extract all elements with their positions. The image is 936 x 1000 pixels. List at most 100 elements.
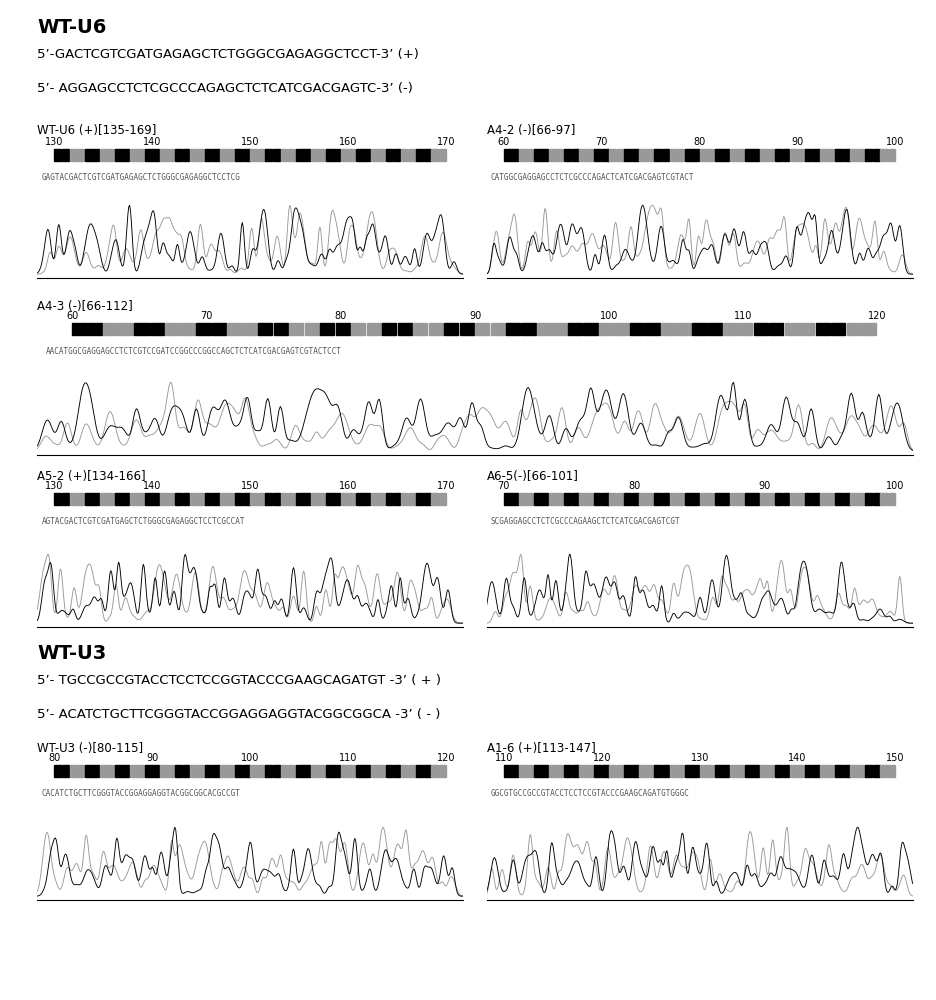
Bar xyxy=(692,493,699,505)
Bar xyxy=(409,493,416,505)
Bar xyxy=(266,493,272,505)
Text: GAGTACGACTCGTCGATGAGAGCTCTGGGCGAGAGGCTCCTCG: GAGTACGACTCGTCGATGAGAGCTCTGGGCGAGAGGCTCC… xyxy=(42,172,241,182)
Bar xyxy=(77,765,84,777)
Bar xyxy=(715,765,722,777)
Bar xyxy=(190,765,197,777)
Bar xyxy=(784,323,799,335)
Bar xyxy=(92,149,99,161)
Text: 100: 100 xyxy=(600,311,619,321)
Bar xyxy=(820,493,827,505)
Bar xyxy=(266,149,272,161)
Bar xyxy=(363,493,371,505)
Bar xyxy=(84,493,92,505)
Bar xyxy=(145,765,152,777)
Bar xyxy=(303,149,310,161)
Bar xyxy=(341,149,348,161)
Bar xyxy=(356,765,363,777)
Bar xyxy=(227,493,235,505)
Bar xyxy=(579,149,586,161)
Bar xyxy=(723,149,729,161)
Text: 5’-GACTCGTCGATGAGAGCTCTGGGCGAGAGGCTCCT-3’ (+): 5’-GACTCGTCGATGAGAGCTCTGGGCGAGAGGCTCCT-3… xyxy=(37,48,419,61)
Text: 170: 170 xyxy=(437,137,456,147)
Bar xyxy=(526,765,534,777)
Bar xyxy=(881,493,887,505)
Bar xyxy=(371,765,378,777)
Bar xyxy=(92,493,99,505)
Bar xyxy=(873,149,880,161)
Bar xyxy=(624,149,631,161)
Bar xyxy=(541,149,548,161)
Bar xyxy=(115,149,122,161)
Bar xyxy=(84,765,92,777)
Bar xyxy=(108,493,114,505)
Bar xyxy=(594,765,601,777)
Bar xyxy=(594,149,601,161)
Bar xyxy=(197,765,205,777)
Bar xyxy=(413,323,428,335)
Bar xyxy=(800,323,814,335)
Bar xyxy=(251,493,257,505)
Bar xyxy=(439,493,446,505)
Bar xyxy=(336,323,350,335)
Bar xyxy=(858,765,865,777)
Bar xyxy=(654,493,662,505)
Bar xyxy=(153,149,159,161)
Bar xyxy=(684,765,692,777)
Bar xyxy=(220,149,227,161)
Bar xyxy=(684,493,692,505)
Bar xyxy=(356,493,363,505)
Bar xyxy=(424,149,431,161)
Bar xyxy=(797,765,805,777)
Bar xyxy=(273,493,280,505)
Bar xyxy=(197,493,205,505)
Bar xyxy=(866,149,872,161)
Bar xyxy=(119,323,133,335)
Bar xyxy=(602,493,608,505)
Bar xyxy=(326,493,332,505)
Bar xyxy=(296,493,302,505)
Bar xyxy=(504,765,511,777)
Bar xyxy=(333,493,340,505)
Bar xyxy=(768,493,774,505)
Bar xyxy=(812,149,820,161)
Bar xyxy=(160,765,167,777)
Bar xyxy=(138,149,144,161)
Bar xyxy=(827,493,835,505)
Bar xyxy=(183,493,189,505)
Bar xyxy=(692,149,699,161)
Text: A5-2 (+)[134-166]: A5-2 (+)[134-166] xyxy=(37,470,146,483)
Bar xyxy=(393,149,401,161)
Bar xyxy=(745,493,752,505)
Bar xyxy=(753,493,759,505)
Bar xyxy=(662,493,669,505)
Bar xyxy=(212,149,220,161)
Bar xyxy=(84,149,92,161)
Bar xyxy=(888,765,895,777)
Bar xyxy=(851,493,857,505)
Bar xyxy=(100,149,107,161)
Bar xyxy=(333,149,340,161)
Bar xyxy=(475,323,490,335)
Bar xyxy=(227,323,241,335)
Text: 130: 130 xyxy=(691,753,709,763)
Bar xyxy=(805,149,812,161)
Bar xyxy=(145,493,152,505)
Bar xyxy=(654,765,662,777)
Bar xyxy=(281,493,287,505)
Bar xyxy=(281,765,287,777)
Bar xyxy=(205,765,212,777)
Bar xyxy=(341,765,348,777)
Bar xyxy=(62,765,69,777)
Bar xyxy=(579,493,586,505)
Bar xyxy=(775,493,782,505)
Text: 60: 60 xyxy=(498,137,510,147)
Bar xyxy=(54,493,62,505)
Bar xyxy=(273,323,288,335)
Bar xyxy=(417,765,423,777)
Bar xyxy=(398,323,412,335)
Bar xyxy=(753,765,759,777)
Bar xyxy=(851,765,857,777)
Bar xyxy=(815,323,830,335)
Bar xyxy=(197,323,211,335)
Text: 140: 140 xyxy=(788,753,807,763)
